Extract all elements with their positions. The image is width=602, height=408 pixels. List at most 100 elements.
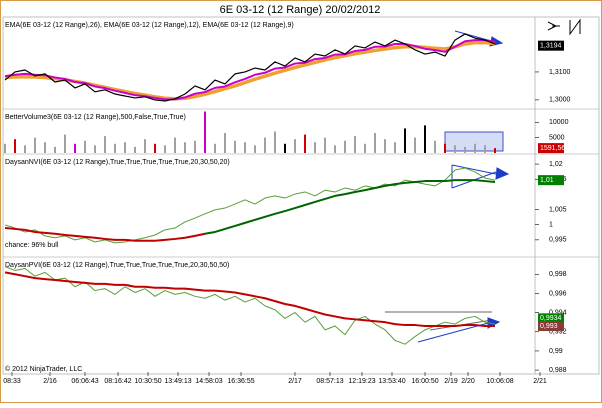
volume-bar (174, 137, 176, 153)
volume-bar (84, 140, 86, 153)
y-tick-label: 0,992 (549, 329, 567, 336)
last-value-box (538, 175, 564, 186)
line-series (4, 271, 495, 328)
volume-bar (344, 140, 346, 153)
volume-bar (464, 146, 466, 153)
volume-bar (144, 139, 146, 153)
volume-bar (374, 133, 376, 153)
line-series (4, 227, 206, 242)
copyright: © 2012 NinjaTrader, LLC (5, 365, 82, 373)
volume-bar (284, 143, 286, 153)
chart-area (2, 16, 600, 375)
x-tick-label: 16:36:55 (227, 378, 254, 385)
x-tick-label: 2/16 (43, 378, 57, 385)
volume-bar (274, 131, 276, 153)
y-tick-label: 0,988 (549, 367, 567, 374)
volume-bar (94, 145, 96, 153)
last-value-label: 0,9934 (540, 315, 562, 322)
volume-bar (54, 146, 56, 153)
volume-bar (214, 143, 216, 153)
volume-bar (424, 125, 426, 153)
x-tick-label: 16:00:50 (411, 378, 438, 385)
volume-bar (484, 145, 486, 153)
volume-bar (64, 134, 66, 153)
trend-line (451, 164, 497, 175)
x-tick-label: 2/17 (288, 378, 302, 385)
last-value-label: 1,01 (540, 177, 554, 184)
arrow-head (495, 167, 510, 180)
volume-bar (14, 139, 16, 153)
volume-bar (364, 143, 366, 153)
volume-bar (204, 111, 206, 153)
x-tick-label: 13:53:40 (378, 378, 405, 385)
line-series (4, 33, 496, 102)
x-tick-label: 08:33 (3, 378, 21, 385)
volume-bar (244, 142, 246, 153)
y-tick-label: 0,995 (549, 237, 567, 244)
panel-title: DaysanPVI(6E 03-12 (12 Range),True,True,… (5, 262, 229, 269)
volume-bar (434, 140, 436, 153)
volume-bar (154, 143, 156, 153)
x-tick-label: 08:57:13 (316, 378, 343, 385)
y-tick-label: 1,3100 (549, 69, 571, 76)
volume-bar (414, 137, 416, 153)
panel-title: BetterVolume3(6E 03-12 (12 Range),500,Fa… (5, 114, 186, 121)
volume-bar (34, 137, 36, 153)
y-tick-label: 1,3000 (549, 97, 571, 104)
y-tick-label: 5000 (549, 134, 565, 141)
line-series (4, 39, 496, 101)
x-tick-label: 14:58:03 (195, 378, 222, 385)
x-tick-label: 10:30:50 (134, 378, 161, 385)
volume-bar (254, 145, 256, 153)
annotation: chance: 96% bull (5, 242, 59, 249)
x-tick-label: 06:06:43 (71, 378, 98, 385)
volume-bar (234, 140, 236, 153)
volume-bar (164, 145, 166, 153)
volume-bar (494, 148, 496, 153)
volume-bar (194, 140, 196, 153)
y-tick-label: 0,996 (549, 290, 567, 297)
volume-bar (314, 142, 316, 153)
volume-bar (404, 128, 406, 153)
volume-bar (44, 142, 46, 153)
line-series (204, 179, 496, 235)
y-tick-label: 1,02 (549, 161, 563, 168)
volume-bar (134, 146, 136, 153)
x-tick-label: 2/20 (461, 378, 475, 385)
last-value-label: 1591,56 (540, 145, 565, 152)
volume-bar (114, 143, 116, 153)
y-tick-label: 0,998 (549, 271, 567, 278)
volume-bar (354, 136, 356, 153)
x-tick-label: 2/21 (533, 378, 547, 385)
last-value-label: 1,3194 (540, 43, 562, 50)
x-tick-label: 2/19 (444, 378, 458, 385)
volume-bar (444, 143, 446, 153)
y-tick-label: 0,99 (549, 348, 563, 355)
scale-icon[interactable] (569, 18, 581, 36)
volume-bar (304, 134, 306, 153)
toolbar-icons[interactable] (547, 18, 581, 36)
last-value-label: 0,993 (540, 323, 558, 330)
volume-bar (224, 133, 226, 153)
x-tick-label: 13:49:13 (164, 378, 191, 385)
last-value-box (538, 40, 564, 51)
x-tick-label: 08:16:42 (104, 378, 131, 385)
volume-bar (184, 142, 186, 153)
volume-bar (124, 142, 126, 153)
x-tick-label: 10:06:08 (486, 378, 513, 385)
y-tick-label: 1 (549, 222, 553, 229)
y-tick-label: 1,005 (549, 206, 567, 213)
y-tick-label: 0,994 (549, 309, 567, 316)
volume-bar (24, 145, 26, 153)
x-tick-label: 12:19:23 (348, 378, 375, 385)
volume-bar (394, 142, 396, 153)
y-tick-label: 10000 (549, 119, 569, 126)
window-title: 6E 03-12 (12 Range) 20/02/2012 (220, 4, 381, 16)
volume-bar (264, 137, 266, 153)
volume-bar (294, 139, 296, 153)
panel-title: EMA(6E 03-12 (12 Range),26), EMA(6E 03-1… (5, 22, 294, 29)
volume-bar (474, 143, 476, 153)
volume-bar (4, 143, 6, 153)
last-value-box (538, 313, 564, 324)
